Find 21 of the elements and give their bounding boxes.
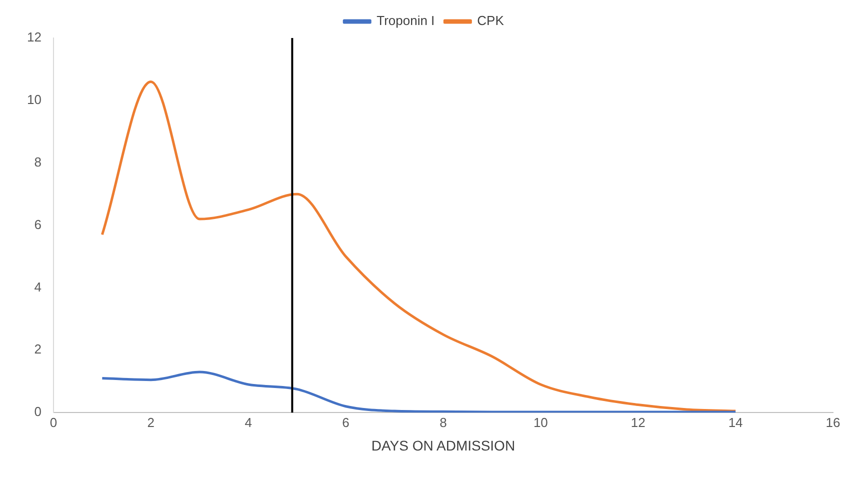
y-tick-label: 10	[26, 92, 42, 108]
y-tick-label: 2	[34, 342, 42, 357]
x-tick-label: 0	[50, 414, 58, 430]
x-tick-label: 4	[244, 414, 252, 430]
x-tick-label: 14	[728, 414, 743, 430]
legend-label: CPK	[477, 13, 504, 28]
line-series	[100, 80, 737, 412]
x-tick-label: 8	[440, 414, 447, 430]
y-tick-label: 4	[34, 279, 42, 294]
x-tick-label: 16	[826, 414, 840, 430]
x-axis-title: DAYS ON ADMISSION	[371, 437, 516, 454]
x-tick-label: 10	[533, 414, 548, 430]
x-tick-label: 12	[630, 414, 646, 430]
x-tick-label: 6	[342, 414, 350, 430]
line-series	[100, 370, 737, 413]
y-tick-label: 0	[34, 404, 42, 420]
y-tick-label: 8	[34, 154, 42, 170]
x-tick-label: 2	[147, 414, 155, 430]
y-tick-label: 12	[26, 30, 42, 45]
legend-label: Troponin I	[376, 13, 435, 28]
y-tick-label: 6	[34, 216, 42, 232]
